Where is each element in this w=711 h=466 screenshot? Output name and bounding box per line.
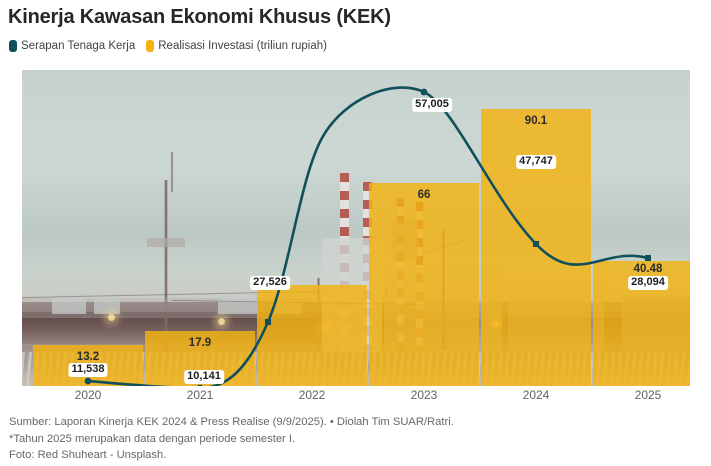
page-title: Kinerja Kawasan Ekonomi Khusus (KEK) bbox=[8, 6, 391, 28]
footer-source: Sumber: Laporan Kinerja KEK 2024 & Press… bbox=[9, 416, 454, 428]
point-value-2022: 27,526 bbox=[250, 276, 290, 290]
legend-swatch-icon bbox=[146, 40, 155, 52]
chart-area: 13.2 17.9 66 90.1 40.48 11,538 10,141 27… bbox=[22, 70, 690, 386]
legend-item-label: Serapan Tenaga Kerja bbox=[21, 40, 136, 52]
legend-item-label: Realisasi Investasi (triliun rupiah) bbox=[158, 40, 327, 52]
legend-item-realisasi-investasi[interactable]: Realisasi Investasi (triliun rupiah) bbox=[146, 40, 327, 52]
bar-value-2021: 17.9 bbox=[188, 337, 212, 349]
x-tick-2024: 2024 bbox=[522, 388, 550, 402]
x-tick-2022: 2022 bbox=[298, 388, 326, 402]
x-tick-2020: 2020 bbox=[74, 388, 102, 402]
x-tick-2025: 2025 bbox=[634, 388, 662, 402]
chart-legend: Serapan Tenaga Kerja Realisasi Investasi… bbox=[9, 40, 327, 52]
line-series-serapan-tenaga-kerja bbox=[84, 86, 651, 386]
x-axis: 2020 2021 2022 2023 2024 2025 bbox=[22, 388, 690, 406]
bar-value-2020: 13.2 bbox=[76, 351, 100, 363]
legend-item-serapan-tenaga-kerja[interactable]: Serapan Tenaga Kerja bbox=[9, 40, 135, 52]
bar-value-2023: 66 bbox=[417, 189, 431, 201]
footer-note: *Tahun 2025 merupakan data dengan period… bbox=[9, 432, 296, 445]
bar-value-2024: 90.1 bbox=[524, 115, 548, 127]
x-tick-2021: 2021 bbox=[186, 388, 214, 402]
point-value-2020: 11,538 bbox=[68, 363, 108, 377]
point-value-2021: 10,141 bbox=[184, 370, 224, 384]
x-tick-2023: 2023 bbox=[410, 388, 438, 402]
legend-swatch-icon bbox=[9, 40, 17, 52]
point-value-2024: 47,747 bbox=[516, 155, 556, 169]
point-value-2023: 57,005 bbox=[412, 98, 452, 112]
footer-photo-credit: Foto: Red Shuheart - Unsplash. bbox=[9, 449, 167, 461]
footer-notes: Sumber: Laporan Kinerja KEK 2024 & Press… bbox=[9, 414, 454, 464]
bar-value-2025: 40.48 bbox=[633, 263, 663, 275]
plot-overlay: 13.2 17.9 66 90.1 40.48 11,538 10,141 27… bbox=[22, 70, 690, 386]
point-value-2025: 28,094 bbox=[628, 276, 668, 290]
bar-2023[interactable] bbox=[369, 183, 479, 386]
